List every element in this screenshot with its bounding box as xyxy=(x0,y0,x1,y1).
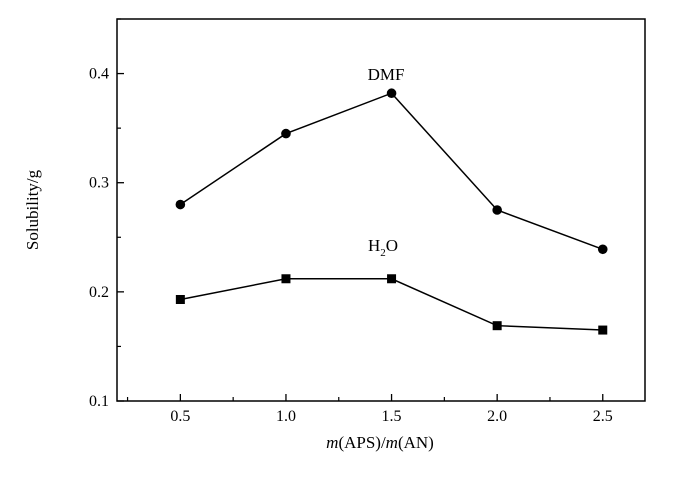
y-tick-label: 0.1 xyxy=(89,393,109,410)
data-point-square xyxy=(281,274,291,284)
x-axis-label: m(APS)/m(AN) xyxy=(326,433,434,452)
data-point-square xyxy=(175,294,185,304)
y-axis-label: Solubility/g xyxy=(23,169,42,250)
data-point-square xyxy=(387,274,397,284)
x-tick-label: 0.5 xyxy=(170,408,190,425)
x-tick-label: 1.0 xyxy=(276,408,296,425)
series-layer xyxy=(175,88,608,335)
data-point-circle xyxy=(492,205,502,215)
x-tick-label: 2.0 xyxy=(487,408,507,425)
y-tick-label: 0.4 xyxy=(89,66,109,83)
data-point-square xyxy=(598,325,608,335)
y-tick-label: 0.2 xyxy=(89,284,109,301)
data-point-circle xyxy=(175,199,186,210)
data-point-square xyxy=(492,321,502,331)
x-tick-label: 1.5 xyxy=(382,408,402,425)
series-line-1 xyxy=(180,278,603,331)
plot-frame xyxy=(116,18,646,402)
series-label-h2o: H2O xyxy=(368,236,398,259)
data-point-circle xyxy=(597,244,608,255)
x-tick-label: 2.5 xyxy=(593,408,613,425)
data-point-circle xyxy=(386,88,397,99)
series-label-dmf: DMF xyxy=(368,65,405,84)
axes: 0.1 0.2 0.3 0.4 0.5 1.0 1.5 2.0 2.5 xyxy=(89,18,646,425)
y-tick-label: 0.3 xyxy=(89,175,109,192)
data-point-circle xyxy=(281,128,291,139)
series-line-0 xyxy=(179,92,604,250)
labels-layer: Solubility/g m(APS)/m(AN) DMF H2O xyxy=(23,65,434,452)
